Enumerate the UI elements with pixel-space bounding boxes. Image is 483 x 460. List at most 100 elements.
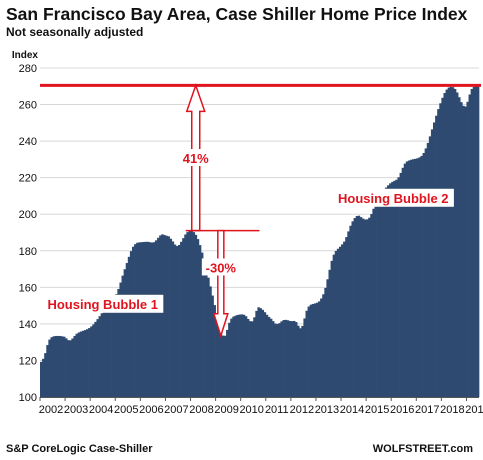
bar — [92, 324, 95, 397]
bar — [443, 93, 446, 397]
bar — [184, 234, 187, 397]
bar — [368, 217, 371, 397]
bubble-label: Housing Bubble 2 — [338, 191, 449, 206]
bar — [167, 236, 170, 397]
bar — [79, 331, 83, 397]
bar — [453, 89, 457, 398]
bar — [154, 240, 158, 397]
bar — [134, 244, 137, 397]
bar — [330, 260, 334, 397]
bar — [69, 340, 72, 397]
bar — [313, 303, 317, 397]
bar — [345, 237, 348, 397]
bar — [420, 155, 423, 397]
bar — [244, 316, 248, 397]
bar — [284, 319, 288, 397]
bar — [324, 287, 327, 397]
bar — [180, 241, 183, 397]
bar — [387, 185, 390, 397]
bar — [48, 339, 51, 397]
y-tick-label: 280 — [19, 63, 37, 75]
bar — [418, 157, 421, 397]
bar — [393, 180, 396, 397]
bar — [334, 250, 338, 397]
bar — [81, 330, 85, 397]
bar — [175, 246, 179, 397]
brand-watermark: WOLFSTREET.com — [372, 443, 473, 455]
y-tick-label: 160 — [19, 282, 37, 294]
bar — [263, 312, 267, 397]
bar — [326, 279, 329, 397]
x-tick-label: 2011 — [265, 404, 289, 416]
bar — [437, 109, 440, 397]
bar — [338, 246, 342, 397]
y-tick-label: 100 — [19, 392, 37, 404]
bar — [96, 319, 99, 397]
bar — [322, 294, 325, 397]
bar — [226, 329, 229, 397]
bar — [303, 318, 306, 397]
bar — [253, 317, 256, 397]
change-label: -30% — [206, 260, 237, 275]
bar — [269, 318, 273, 397]
bar — [441, 97, 444, 397]
bar — [119, 282, 122, 397]
bar — [213, 305, 216, 397]
bar — [416, 158, 419, 397]
bar — [62, 336, 66, 397]
bar — [295, 322, 298, 397]
bar — [182, 238, 185, 397]
x-tick-label: 2009 — [214, 404, 238, 416]
bar — [236, 314, 239, 397]
y-tick-label: 200 — [19, 209, 37, 221]
bar — [315, 302, 319, 397]
bar — [462, 105, 465, 398]
bar — [85, 329, 89, 397]
x-tick-label: 2016 — [390, 404, 414, 416]
bar — [121, 275, 124, 397]
bar — [282, 320, 285, 397]
bar — [159, 235, 162, 397]
bar — [274, 323, 277, 397]
bar — [389, 183, 392, 397]
bar — [150, 242, 154, 397]
y-tick-label: 260 — [19, 100, 37, 112]
bar — [297, 325, 300, 397]
bar — [140, 242, 143, 397]
x-tick-label: 2006 — [139, 404, 163, 416]
bar — [380, 193, 384, 397]
bar — [357, 215, 361, 397]
bar — [71, 338, 74, 397]
y-tick-label: 180 — [19, 246, 37, 258]
bar — [246, 318, 250, 397]
bar — [223, 335, 227, 397]
bar — [98, 316, 101, 397]
bar — [125, 263, 129, 397]
change-label: 41% — [183, 151, 209, 166]
bar — [257, 307, 260, 397]
label-background — [42, 294, 164, 313]
bar — [309, 304, 313, 397]
bar — [412, 159, 415, 397]
label-background — [201, 258, 240, 276]
bar — [136, 242, 139, 397]
bar — [123, 269, 127, 397]
bar — [336, 248, 340, 397]
chart-subtitle: Not seasonally adjusted — [6, 25, 144, 39]
bar — [290, 321, 294, 397]
bar — [144, 241, 147, 397]
x-tick-label: 2015 — [365, 404, 389, 416]
bar — [56, 335, 60, 397]
bar — [470, 89, 474, 398]
bar — [426, 142, 430, 397]
bar — [190, 230, 193, 397]
bar — [384, 187, 388, 397]
bar — [382, 190, 386, 397]
bar — [219, 330, 223, 397]
x-tick-label: 2004 — [89, 404, 113, 416]
bar — [203, 260, 206, 397]
bar — [211, 295, 214, 397]
bar — [428, 136, 432, 397]
chart-canvas: Index 100 120 140 160 180 200 220 240 260 280 2002… — [12, 50, 483, 416]
bar — [42, 358, 45, 397]
